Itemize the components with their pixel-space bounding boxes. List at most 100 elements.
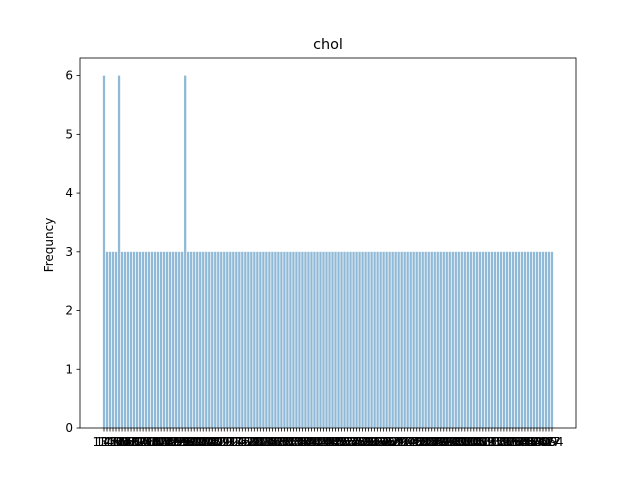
bar-321 [499, 251, 503, 428]
x-tick-label: 239 [294, 435, 317, 449]
bar-196 [181, 251, 184, 428]
bar-260 [364, 251, 367, 428]
bar-264 [376, 251, 379, 428]
x-tick-label: 198 [177, 435, 200, 449]
x-tick-label: 342 [516, 435, 539, 449]
bar-307 [475, 251, 478, 428]
bar-246 [325, 251, 328, 428]
bar-192 [172, 251, 175, 428]
bar-276 [409, 251, 412, 428]
bar-262 [370, 251, 373, 428]
x-tick-label: 325 [495, 435, 518, 449]
bar-269 [391, 251, 394, 428]
bar-169 [129, 251, 133, 428]
x-tick-label: 203 [189, 435, 212, 449]
x-axis: 1311411491571601641661671681691721741751… [93, 428, 563, 449]
x-tick-label: 288 [423, 435, 446, 449]
x-tick-label: 229 [267, 435, 290, 449]
bar-244 [319, 251, 322, 428]
bar-231 [283, 251, 286, 428]
x-tick-label: 245 [312, 435, 335, 449]
bar-176 [141, 251, 145, 428]
x-tick-label: 233 [279, 435, 302, 449]
x-tick-label: 307 [465, 435, 488, 449]
bar-237 [301, 251, 304, 428]
bar-271 [397, 251, 400, 428]
bar-177 [144, 251, 148, 428]
x-tick-label: 210 [210, 435, 233, 449]
bar-172 [132, 251, 136, 428]
bar-253 [343, 251, 346, 428]
y-tick-label: 4 [65, 186, 73, 200]
x-tick-label: 244 [309, 435, 332, 449]
x-tick-label: 290 [429, 435, 452, 449]
bar-228 [274, 251, 277, 428]
bar-243 [316, 251, 319, 428]
x-tick-label: 306 [462, 435, 485, 449]
y-tick-label: 5 [65, 127, 73, 141]
x-tick-label: 201 [186, 435, 209, 449]
bar-266 [382, 251, 385, 428]
x-tick-label: 275 [396, 435, 419, 449]
bar-278 [415, 251, 418, 428]
x-tick-label: 311 [474, 435, 497, 449]
bar-257 [355, 251, 358, 428]
x-tick-label: 417 [538, 435, 561, 449]
bar-160 [114, 251, 118, 428]
x-tick-label: 248 [321, 435, 344, 449]
bar-167 [123, 251, 127, 428]
bar-319 [496, 251, 500, 428]
bar-293 [442, 251, 445, 428]
x-tick-label: 250 [327, 435, 350, 449]
bar-273 [400, 251, 403, 428]
bar-277 [412, 251, 415, 428]
x-tick-label: 230 [270, 435, 293, 449]
x-tick-label: 196 [171, 435, 194, 449]
x-tick-label: 322 [492, 435, 515, 449]
x-tick-label: 330 [504, 435, 527, 449]
x-tick-label: 242 [303, 435, 326, 449]
x-tick-label: 241 [300, 435, 323, 449]
bar-270 [394, 251, 397, 428]
bar-341 [523, 251, 527, 428]
bar-223 [259, 251, 262, 428]
x-tick-label: 219 [237, 435, 260, 449]
x-tick-label: 340 [510, 435, 533, 449]
bar-275 [406, 251, 409, 428]
bar-216 [238, 251, 241, 428]
bar-322 [502, 251, 506, 428]
bar-209 [217, 251, 220, 428]
y-tick-label: 6 [65, 69, 73, 83]
x-tick-label: 273 [390, 435, 413, 449]
x-tick-label: 265 [369, 435, 392, 449]
bar-219 [247, 251, 250, 428]
bar-239 [304, 251, 307, 428]
bar-188 [169, 251, 172, 428]
bar-242 [313, 251, 316, 428]
x-tick-label: 281 [408, 435, 431, 449]
x-tick-label: 360 [526, 435, 549, 449]
bar-267 [385, 251, 388, 428]
x-tick-label: 318 [483, 435, 506, 449]
bar-213 [229, 251, 232, 428]
bar-308 [478, 251, 481, 428]
x-tick-label: 213 [219, 435, 242, 449]
x-tick-label: 300 [447, 435, 470, 449]
x-tick-label: 234 [282, 435, 305, 449]
x-tick-label: 167 [114, 435, 137, 449]
bar-330 [514, 251, 518, 428]
x-tick-label: 186 [153, 435, 176, 449]
bar-268 [388, 251, 391, 428]
x-tick-label: 267 [375, 435, 398, 449]
x-tick-label: 309 [471, 435, 494, 449]
x-tick-label: 276 [399, 435, 422, 449]
bar-325 [505, 251, 509, 428]
x-tick-label: 274 [393, 435, 416, 449]
bar-203 [199, 251, 202, 428]
x-tick-label: 295 [438, 435, 461, 449]
x-tick-label: 341 [513, 435, 536, 449]
x-tick-label: 205 [195, 435, 218, 449]
bar-235 [295, 251, 298, 428]
x-tick-label: 225 [255, 435, 278, 449]
